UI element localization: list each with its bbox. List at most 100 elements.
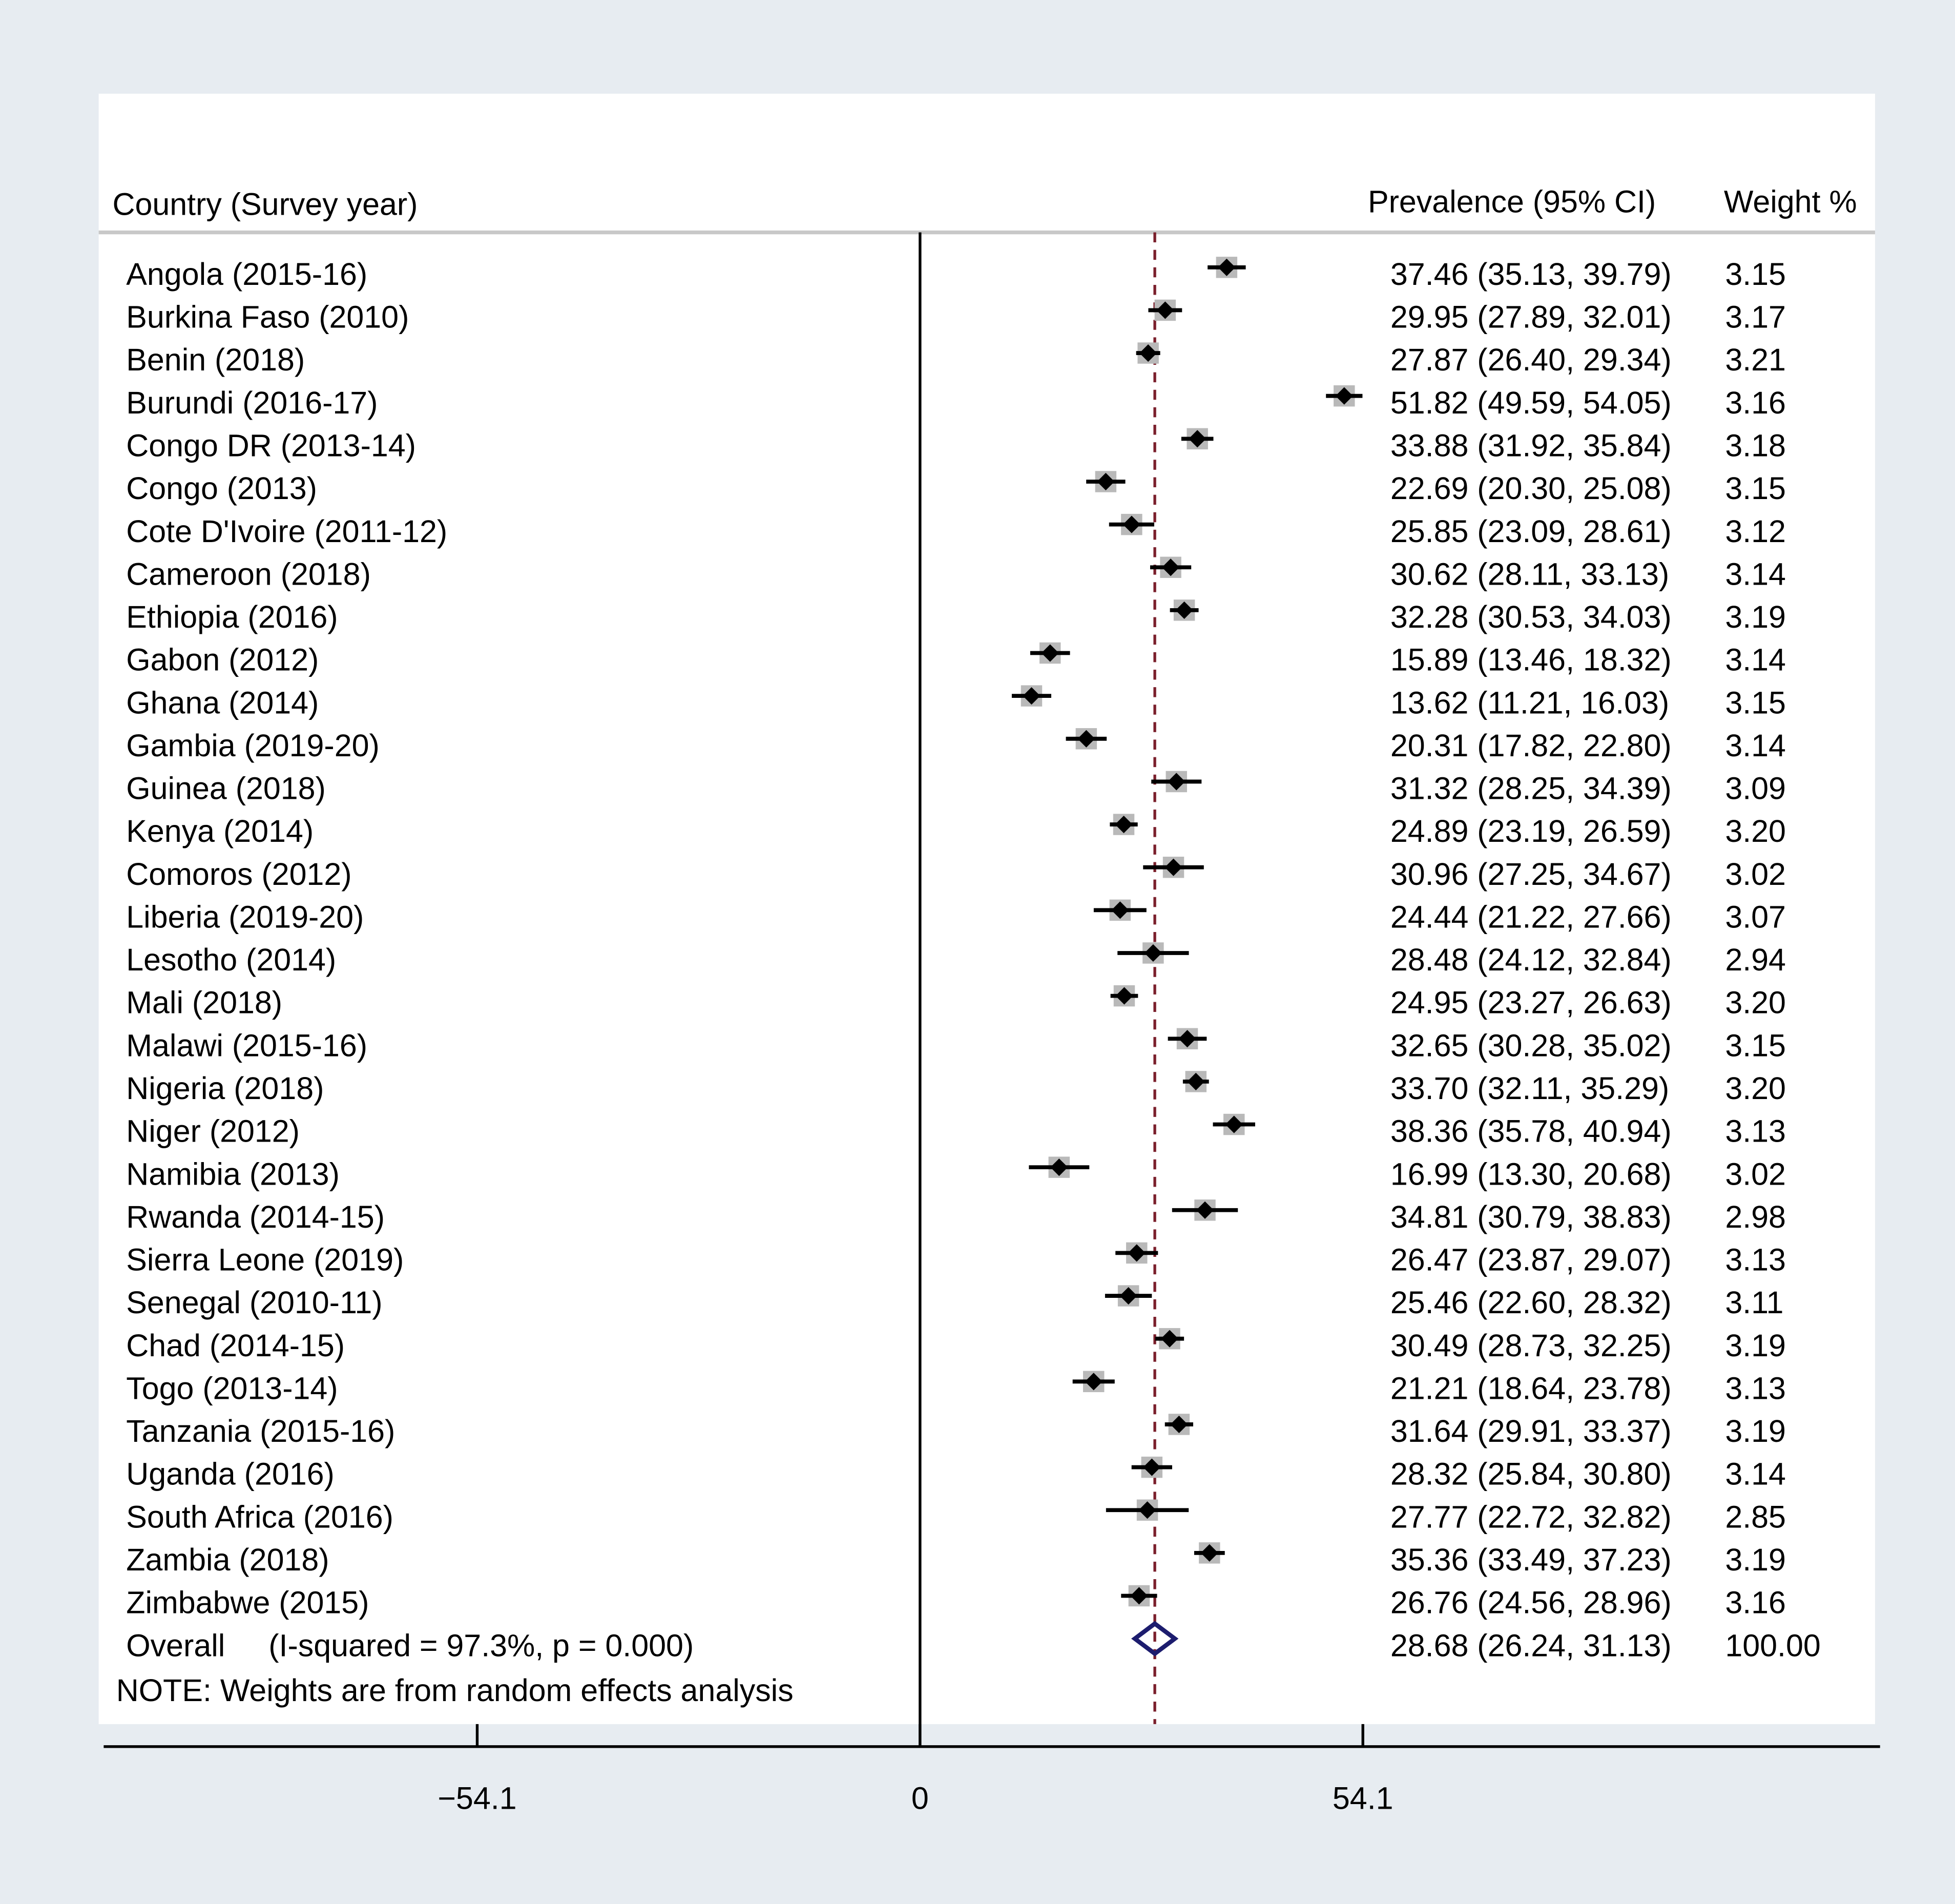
study-label: Sierra Leone (2019) bbox=[126, 1243, 404, 1277]
study-weight: 2.98 bbox=[1725, 1199, 1786, 1234]
study-weight: 3.02 bbox=[1725, 857, 1786, 892]
study-ci-text: 31.32 (28.25, 34.39) bbox=[1390, 771, 1672, 806]
study-ci-text: 27.77 (22.72, 32.82) bbox=[1390, 1499, 1672, 1534]
study-weight: 3.12 bbox=[1725, 514, 1786, 549]
study-label: Comoros (2012) bbox=[126, 857, 351, 892]
point-estimate-marker bbox=[1160, 1330, 1179, 1348]
study-label: Senegal (2010-11) bbox=[126, 1285, 382, 1320]
overall-stats: (I-squared = 97.3%, p = 0.000) bbox=[268, 1628, 694, 1663]
study-weight: 3.18 bbox=[1725, 428, 1786, 463]
point-estimate-marker bbox=[1050, 1158, 1068, 1176]
study-ci-text: 24.89 (23.19, 26.59) bbox=[1390, 814, 1672, 848]
study-label: Cameroon (2018) bbox=[126, 556, 371, 591]
point-estimate-marker bbox=[1168, 773, 1186, 791]
point-estimate-marker bbox=[1225, 1115, 1243, 1133]
study-label: Angola (2015-16) bbox=[126, 257, 367, 292]
point-estimate-marker bbox=[1164, 858, 1182, 876]
study-weight: 3.09 bbox=[1725, 771, 1786, 806]
study-ci-text: 21.21 (18.64, 23.78) bbox=[1390, 1371, 1672, 1405]
point-estimate-marker bbox=[1138, 1501, 1156, 1519]
study-ci-text: 34.81 (30.79, 38.83) bbox=[1390, 1199, 1672, 1234]
study-label: Namibia (2013) bbox=[126, 1156, 340, 1191]
study-label: Benin (2018) bbox=[126, 342, 305, 377]
study-ci-text: 30.62 (28.11, 33.13) bbox=[1390, 556, 1669, 591]
study-ci-text: 33.88 (31.92, 35.84) bbox=[1390, 428, 1672, 463]
overall-diamond bbox=[1131, 1621, 1179, 1657]
point-estimate-marker bbox=[1111, 901, 1129, 919]
study-weight: 3.07 bbox=[1725, 899, 1786, 934]
point-estimate-marker bbox=[1200, 1544, 1218, 1562]
study-ci-text: 26.76 (24.56, 28.96) bbox=[1390, 1585, 1672, 1620]
study-ci-text: 31.64 (29.91, 33.37) bbox=[1390, 1414, 1672, 1448]
study-label: Ghana (2014) bbox=[126, 685, 319, 720]
study-label: Zimbabwe (2015) bbox=[126, 1585, 369, 1620]
study-label: Zambia (2018) bbox=[126, 1542, 329, 1577]
study-weight: 3.14 bbox=[1725, 728, 1786, 763]
point-estimate-marker bbox=[1077, 730, 1095, 748]
study-weight: 3.20 bbox=[1725, 985, 1786, 1020]
study-weight: 3.16 bbox=[1725, 1585, 1786, 1620]
study-weight: 3.19 bbox=[1725, 599, 1786, 634]
point-estimate-marker bbox=[1144, 944, 1162, 962]
study-label: Gambia (2019-20) bbox=[126, 728, 380, 763]
point-estimate-marker bbox=[1162, 558, 1180, 576]
header-study: Country (Survey year) bbox=[112, 187, 418, 221]
study-weight: 3.19 bbox=[1725, 1542, 1786, 1577]
point-estimate-marker bbox=[1041, 644, 1059, 662]
point-estimate-marker bbox=[1335, 387, 1353, 405]
study-ci-text: 35.36 (33.49, 37.23) bbox=[1390, 1542, 1672, 1577]
study-ci-text: 25.85 (23.09, 28.61) bbox=[1390, 514, 1672, 549]
study-ci-text: 22.69 (20.30, 25.08) bbox=[1390, 471, 1672, 506]
point-estimate-marker bbox=[1085, 1373, 1103, 1391]
study-label: Liberia (2019-20) bbox=[126, 899, 364, 934]
point-estimate-marker bbox=[1115, 815, 1133, 834]
study-label: Kenya (2014) bbox=[126, 814, 314, 848]
x-tick-label: −54.1 bbox=[438, 1781, 516, 1816]
study-weight: 3.13 bbox=[1725, 1243, 1786, 1277]
study-ci-text: 25.46 (22.60, 28.32) bbox=[1390, 1285, 1672, 1320]
study-weight: 3.11 bbox=[1725, 1285, 1783, 1320]
study-label: Togo (2013-14) bbox=[126, 1371, 338, 1405]
study-ci-text: 28.32 (25.84, 30.80) bbox=[1390, 1457, 1672, 1492]
study-ci-text: 33.70 (32.11, 35.29) bbox=[1390, 1071, 1669, 1106]
study-ci-text: 15.89 (13.46, 18.32) bbox=[1390, 643, 1672, 677]
study-weight: 3.14 bbox=[1725, 1457, 1786, 1492]
study-weight: 3.21 bbox=[1725, 342, 1786, 377]
overall-weight: 100.00 bbox=[1725, 1628, 1820, 1663]
point-estimate-marker bbox=[1023, 687, 1041, 705]
study-ci-text: 20.31 (17.82, 22.80) bbox=[1390, 728, 1672, 763]
study-label: Burkina Faso (2010) bbox=[126, 300, 409, 335]
study-weight: 3.20 bbox=[1725, 1071, 1786, 1106]
study-weight: 3.14 bbox=[1725, 556, 1786, 591]
study-label: Congo DR (2013-14) bbox=[126, 428, 416, 463]
plot-panel bbox=[98, 93, 1875, 1724]
study-ci-text: 32.28 (30.53, 34.03) bbox=[1390, 599, 1672, 634]
study-label: Congo (2013) bbox=[126, 471, 317, 506]
study-ci-text: 16.99 (13.30, 20.68) bbox=[1390, 1156, 1672, 1191]
study-ci-text: 30.49 (28.73, 32.25) bbox=[1390, 1328, 1672, 1363]
study-weight: 2.85 bbox=[1725, 1499, 1786, 1534]
point-estimate-marker bbox=[1097, 472, 1115, 491]
point-estimate-marker bbox=[1196, 1201, 1214, 1219]
study-ci-text: 26.47 (23.87, 29.07) bbox=[1390, 1243, 1672, 1277]
study-weight: 3.13 bbox=[1725, 1114, 1786, 1149]
study-label: Burundi (2016-17) bbox=[126, 385, 378, 420]
point-estimate-marker bbox=[1119, 1287, 1137, 1305]
study-label: Ethiopia (2016) bbox=[126, 599, 338, 634]
overall-label: Overall bbox=[126, 1628, 225, 1663]
point-estimate-marker bbox=[1170, 1415, 1188, 1434]
study-ci-text: 37.46 (35.13, 39.79) bbox=[1390, 257, 1672, 292]
study-ci-text: 24.44 (21.22, 27.66) bbox=[1390, 899, 1672, 934]
study-label: Rwanda (2014-15) bbox=[126, 1199, 385, 1234]
point-estimate-marker bbox=[1218, 258, 1236, 276]
point-estimate-marker bbox=[1175, 601, 1193, 619]
study-label: Tanzania (2015-16) bbox=[126, 1414, 395, 1448]
study-label: Gabon (2012) bbox=[126, 643, 319, 677]
footnote: NOTE: Weights are from random effects an… bbox=[116, 1673, 794, 1708]
study-weight: 3.13 bbox=[1725, 1371, 1786, 1405]
study-ci-text: 13.62 (11.21, 16.03) bbox=[1390, 685, 1669, 720]
study-label: Lesotho (2014) bbox=[126, 942, 336, 977]
study-weight: 3.15 bbox=[1725, 257, 1786, 292]
point-estimate-marker bbox=[1178, 1030, 1196, 1048]
